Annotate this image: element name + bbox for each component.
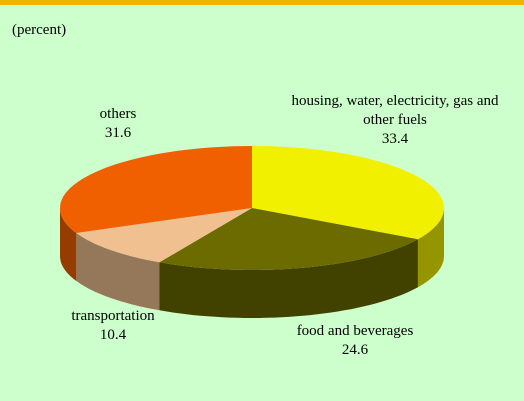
slice-label: transportation	[71, 308, 155, 324]
slice-value: 33.4	[381, 131, 409, 147]
slice	[252, 146, 444, 240]
slice-side	[76, 233, 160, 311]
slice-value: 24.6	[341, 342, 369, 358]
slice-value: 31.6	[104, 125, 132, 141]
chart-subtitle: (percent)	[12, 22, 67, 38]
slice-label: others	[99, 106, 137, 122]
slice	[76, 208, 252, 263]
slice	[60, 146, 252, 233]
slice-side	[159, 239, 418, 318]
slice-value: 10.4	[99, 327, 127, 343]
slice	[159, 208, 418, 270]
slice-label: housing, water, electricity, gas and oth…	[291, 93, 499, 128]
slice-label: food and beverages	[296, 323, 414, 339]
top-bar	[0, 0, 524, 5]
slice-side	[417, 208, 444, 288]
slice-side	[60, 208, 77, 281]
